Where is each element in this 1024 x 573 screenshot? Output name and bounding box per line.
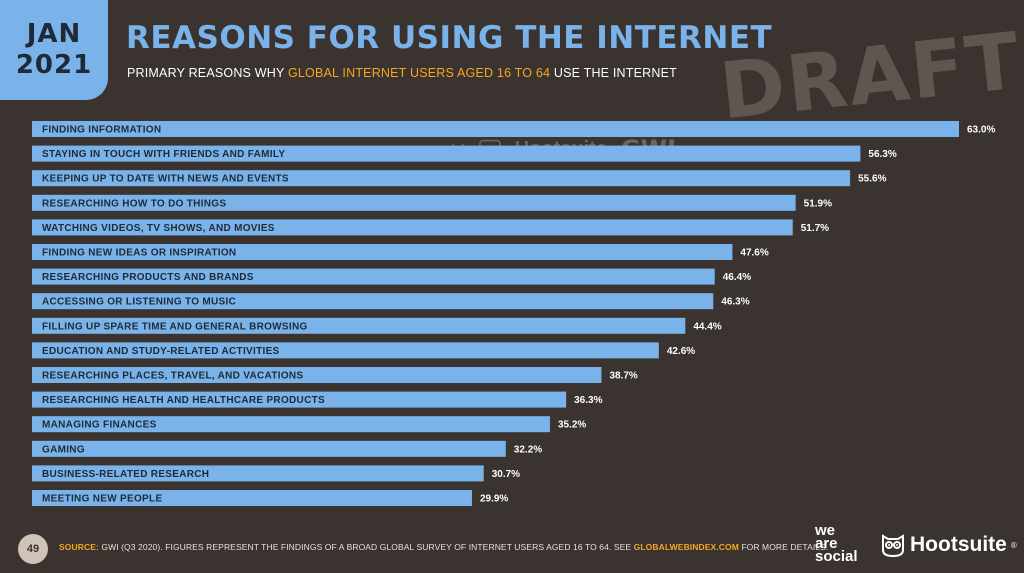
category-label: KEEPING UP TO DATE WITH NEWS AND EVENTS — [42, 174, 289, 185]
page-number: 49 — [18, 534, 48, 564]
category-label: RESEARCHING HOW TO DO THINGS — [42, 198, 226, 209]
hootsuite-wordmark: Hootsuite — [910, 533, 1007, 556]
subtitle-prefix: PRIMARY REASONS WHY — [127, 66, 288, 80]
date-year: 2021 — [15, 50, 93, 80]
logo-was-line-3: social — [815, 548, 858, 565]
page-title: REASONS FOR USING THE INTERNET — [126, 20, 773, 56]
logo-was-line-1: we — [815, 522, 836, 539]
value-label: 51.9% — [804, 198, 832, 209]
value-label: 35.2% — [558, 420, 586, 431]
category-label: BUSINESS-RELATED RESEARCH — [42, 469, 209, 480]
source-label: SOURCE: — [59, 542, 99, 552]
value-label: 47.6% — [740, 248, 768, 259]
bar — [32, 490, 472, 506]
category-label: FINDING NEW IDEAS OR INSPIRATION — [42, 248, 236, 259]
value-label: 55.6% — [858, 174, 886, 185]
date-month: JAN — [26, 19, 82, 49]
value-label: 46.3% — [721, 297, 749, 308]
logo-was-line-2: are — [815, 535, 838, 552]
we-are-social-logo: we are social — [815, 522, 858, 565]
source-note: SOURCE: GWI (Q3 2020). FIGURES REPRESENT… — [59, 542, 828, 552]
category-label: RESEARCHING PLACES, TRAVEL, AND VACATION… — [42, 371, 303, 382]
bar — [32, 440, 506, 457]
category-label: MANAGING FINANCES — [42, 420, 157, 431]
source-suffix: FOR MORE DETAILS. — [738, 542, 829, 552]
bar — [32, 317, 686, 334]
value-label: 38.7% — [609, 371, 637, 382]
category-label: FILLING UP SPARE TIME AND GENERAL BROWSI… — [42, 321, 308, 332]
subtitle-suffix: USE THE INTERNET — [550, 66, 677, 80]
value-label: 29.9% — [480, 494, 508, 505]
value-label: 63.0% — [967, 125, 995, 136]
value-label: 42.6% — [667, 346, 695, 357]
bar — [32, 391, 567, 408]
bar — [32, 121, 959, 137]
value-label: 56.3% — [868, 149, 896, 160]
value-label: 30.7% — [492, 469, 520, 480]
category-label: GAMING — [42, 444, 85, 455]
bar — [32, 268, 715, 285]
date-badge: JAN 2021 — [0, 0, 108, 100]
bar — [32, 293, 714, 310]
category-label: EDUCATION AND STUDY-RELATED ACTIVITIES — [42, 346, 280, 357]
category-label: RESEARCHING PRODUCTS AND BRANDS — [42, 272, 254, 283]
value-label: 46.4% — [723, 272, 751, 283]
value-label: 44.4% — [693, 321, 721, 332]
hootsuite-registered-mark: ® — [1010, 540, 1017, 550]
bar — [32, 367, 602, 383]
category-label: WATCHING VIDEOS, TV SHOWS, AND MOVIES — [42, 223, 275, 234]
bar — [32, 194, 796, 211]
bar — [32, 465, 484, 482]
value-label: 32.2% — [514, 444, 542, 455]
subtitle-highlight: GLOBAL INTERNET USERS AGED 16 TO 64 — [287, 66, 551, 80]
source-text: GWI (Q3 2020). FIGURES REPRESENT THE FIN… — [98, 542, 634, 552]
hootsuite-logo: Hootsuite ® — [880, 532, 1017, 558]
bar — [32, 416, 550, 433]
category-label: STAYING IN TOUCH WITH FRIENDS AND FAMILY — [42, 149, 285, 160]
subtitle: PRIMARY REASONS WHY GLOBAL INTERNET USER… — [127, 66, 677, 80]
bar — [32, 342, 659, 359]
category-label: RESEARCHING HEALTH AND HEALTHCARE PRODUC… — [42, 395, 325, 406]
bar — [32, 170, 851, 187]
source-link[interactable]: GLOBALWEBINDEX.COM — [633, 542, 739, 552]
value-label: 51.7% — [801, 223, 829, 234]
category-label: MEETING NEW PEOPLE — [42, 494, 162, 505]
bar — [32, 145, 861, 162]
bar — [32, 219, 793, 236]
value-label: 36.3% — [574, 395, 602, 406]
hootsuite-owl-icon — [882, 534, 904, 558]
category-label: ACCESSING OR LISTENING TO MUSIC — [42, 297, 236, 308]
bar — [32, 244, 733, 260]
category-label: FINDING INFORMATION — [42, 125, 161, 136]
